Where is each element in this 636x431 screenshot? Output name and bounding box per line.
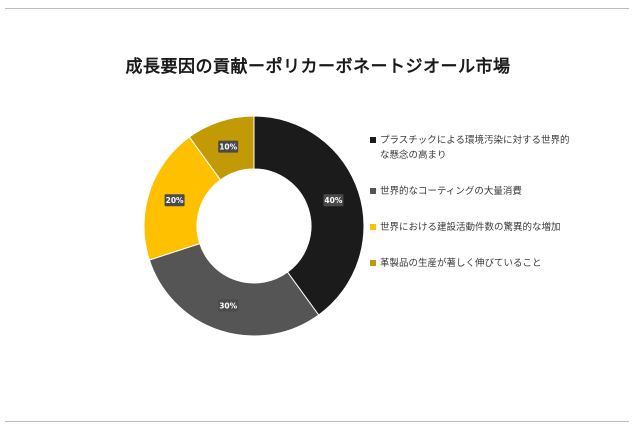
data-label-box [323,194,344,207]
legend-swatch [370,188,376,194]
data-label-text: 10% [219,143,237,152]
data-label-30pct: 30% [218,299,239,312]
slice-coating-consumption [148,242,320,337]
data-label-box [164,194,185,207]
legend-label: 世界における建設活動件数の驚異的な増加 [380,222,561,233]
legend-swatch [370,224,376,230]
bottom-divider [5,421,629,422]
legend-item-construction-growth: 世界における建設活動件数の驚異的な増加 [370,220,570,235]
legend-item-leather-production: 革製品の生産が著しく伸びていること [370,256,570,271]
data-label-box [218,140,239,153]
data-label-10pct: 10% [218,140,239,153]
data-label-text: 20% [166,196,184,205]
legend-label: 革製品の生産が著しく伸びていること [380,258,542,269]
data-label-box [218,299,239,312]
slice-environmental-concern [253,115,365,316]
legend-swatch [370,137,376,143]
legend-label: 世界的なコーティングの大量消費 [380,186,522,197]
data-label-20pct: 20% [164,194,185,207]
legend-item-coating-consumption: 世界的なコーティングの大量消費 [370,184,570,199]
top-divider [5,8,629,9]
data-label-text: 30% [219,301,237,310]
chart-title: 成長要因の貢献ーポリカーボネートジオール市場 [125,57,511,77]
chart-legend: プラスチックによる環境汚染に対する世界的な懸念の高まり 世界的なコーティングの大… [370,133,570,292]
data-label-40pct: 40% [323,194,344,207]
legend-label: プラスチックによる環境汚染に対する世界的な懸念の高まり [380,135,570,161]
legend-swatch [370,260,376,266]
data-label-text: 40% [324,196,342,205]
legend-item-environmental-concern: プラスチックによる環境汚染に対する世界的な懸念の高まり [370,133,570,163]
